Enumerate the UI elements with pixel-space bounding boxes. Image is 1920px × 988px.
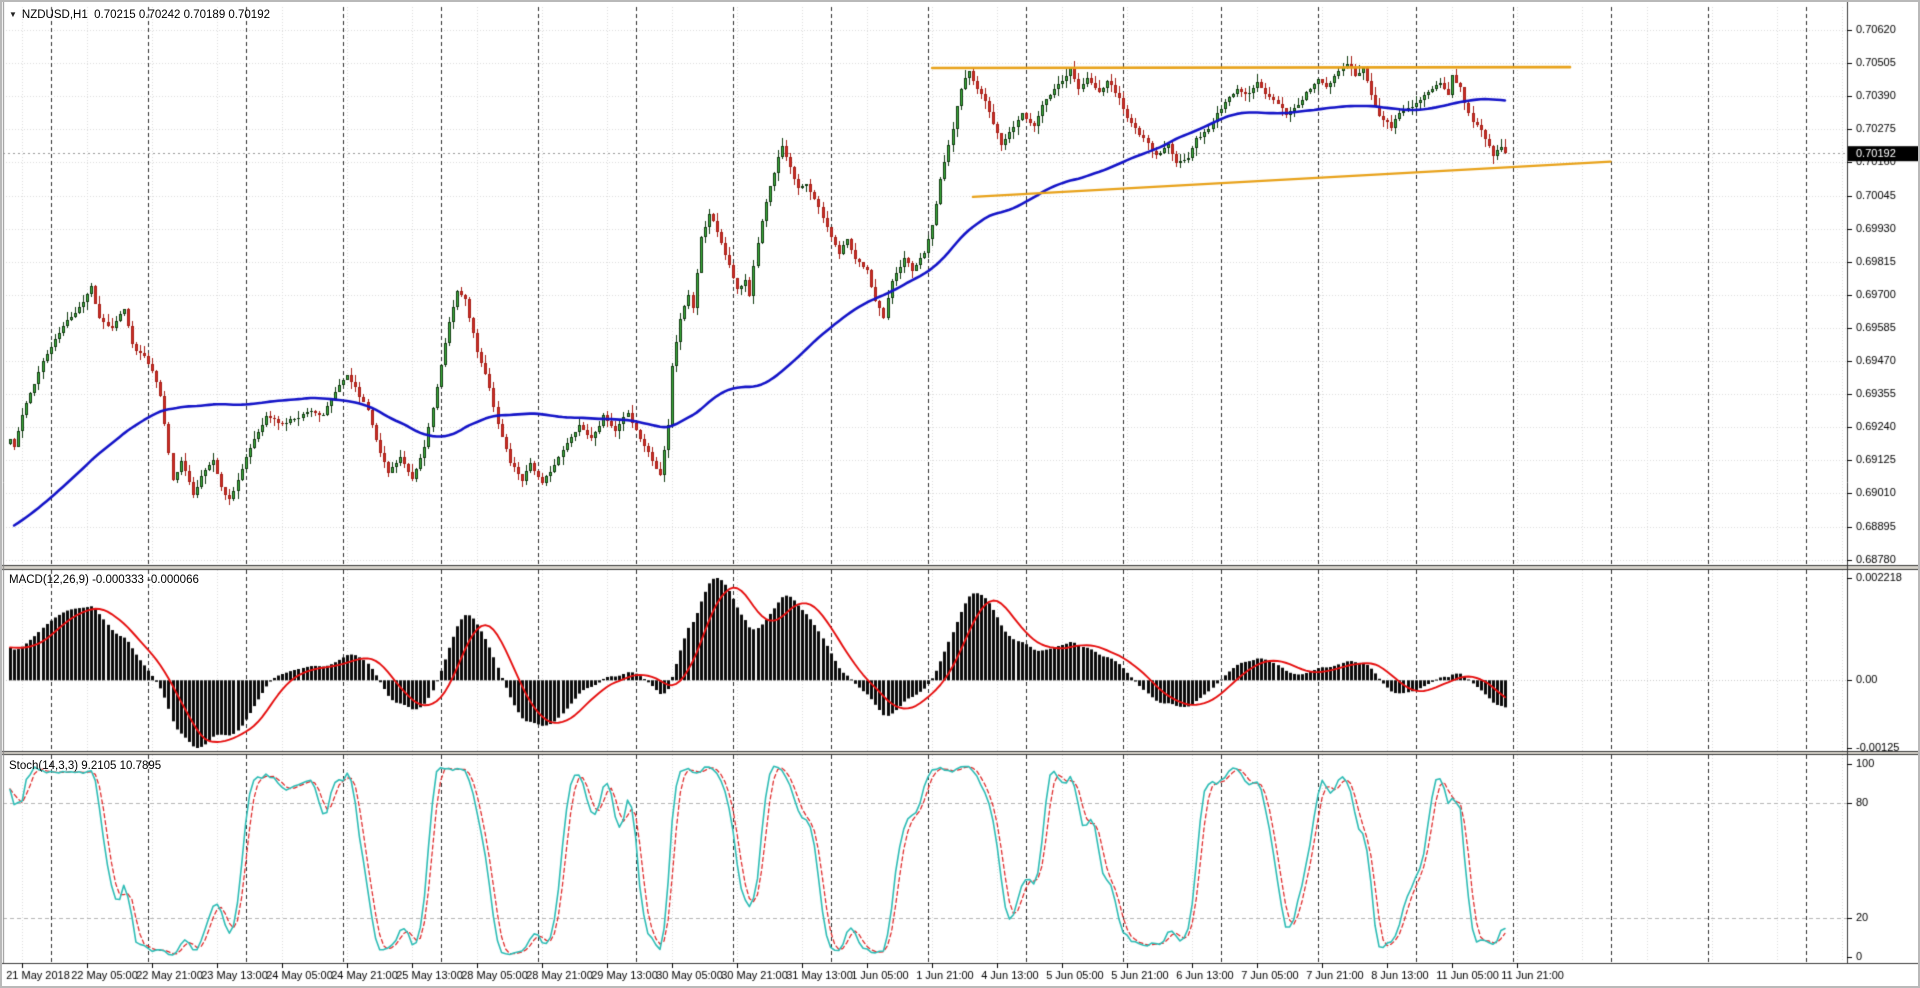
chart-title-bar: ▼ NZDUSD,H1 0.70215 0.70242 0.70189 0.70… [9,9,270,22]
symbol-dropdown-icon[interactable]: ▼ [9,10,17,19]
macd-indicator-label: MACD(12,26,9) -0.000333 -0.000066 [9,574,199,586]
chart-title-ohlc: NZDUSD,H1 0.70215 0.70242 0.70189 0.7019… [21,9,270,21]
stoch-indicator-label: Stoch(14,3,3) 9.2105 10.7895 [9,760,162,772]
